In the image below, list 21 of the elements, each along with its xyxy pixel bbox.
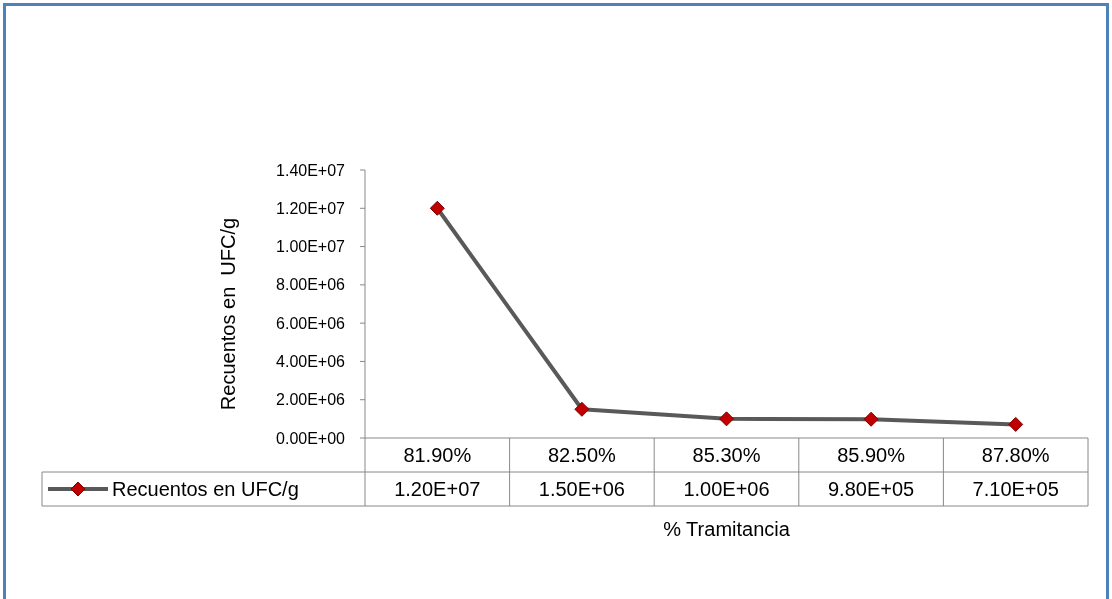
x-axis-title: % Tramitancia [663,518,791,540]
y-tick-label: 1.20E+07 [276,199,346,217]
legend-label: Recuentos en UFC/g [112,478,299,500]
y-tick-label: 1.40E+07 [276,161,346,179]
x-tick-label: 82.50% [547,444,617,466]
data-label: 9.80E+05 [828,478,915,500]
y-tick-label: 8.00E+06 [276,276,346,294]
y-tick-label: 2.00E+06 [276,391,346,409]
data-label: 7.10E+05 [972,478,1059,500]
data-label: 1.00E+06 [683,478,770,500]
y-tick-label: 6.00E+06 [276,314,346,332]
data-label: 1.20E+07 [394,478,481,500]
x-tick-label: 87.80% [981,444,1050,466]
x-tick-label: 85.30% [692,444,761,466]
x-tick-label: 85.90% [837,444,906,466]
data-label: 1.50E+06 [538,478,625,500]
y-tick-label: 1.00E+07 [276,238,346,256]
y-axis-title: Recuentos en UFC/g [217,217,239,411]
y-tick-label: 0.00E+00 [276,429,346,447]
y-tick-label: 4.00E+06 [276,353,346,371]
x-tick-label: 81.90% [403,444,472,466]
